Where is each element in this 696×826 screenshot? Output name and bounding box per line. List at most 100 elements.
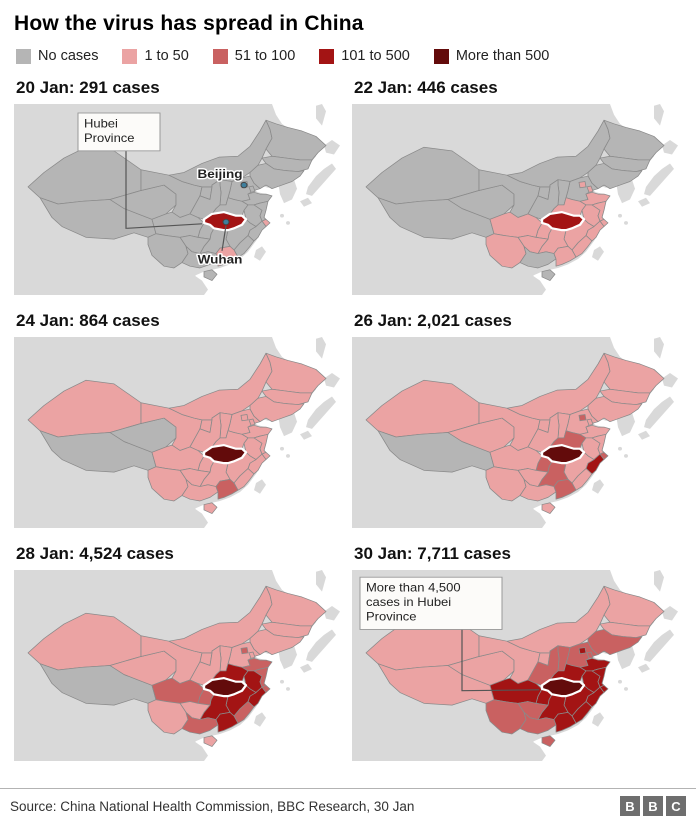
footer: Source: China National Health Commission… <box>0 788 696 826</box>
island-vietnam <box>526 275 546 295</box>
island-honshu <box>306 629 336 662</box>
province-tianjin <box>586 651 594 659</box>
province-guangdong <box>215 478 239 500</box>
province-beijing <box>240 647 249 655</box>
map-panel-title: 30 Jan: 7,711 cases <box>354 544 511 563</box>
island-hokkaido <box>662 373 678 388</box>
china-map: Hubei Province Beijing Wuhan <box>14 104 344 295</box>
china-map-svg <box>352 104 682 295</box>
callout-leader-line <box>125 150 203 229</box>
legend-swatch <box>212 48 228 64</box>
map-panel-title: 28 Jan: 4,524 cases <box>16 544 174 563</box>
legend-item-4: More than 500 <box>433 48 550 64</box>
wuhan-dot <box>222 218 230 226</box>
callout-text: Province <box>84 131 135 144</box>
island-ryukyu <box>624 221 628 225</box>
callout-box <box>359 576 503 630</box>
island-honshu <box>644 396 674 429</box>
island-ryukyu <box>618 679 622 684</box>
map-panel-title: 20 Jan: 291 cases <box>16 78 160 97</box>
island-vietnam <box>188 741 208 761</box>
legend-swatch <box>319 48 335 64</box>
province-jiangsu <box>591 433 607 455</box>
province-guangdong <box>553 478 577 500</box>
province-beijing <box>578 181 587 189</box>
island-ryukyu <box>280 213 284 218</box>
province-hainan <box>541 502 556 514</box>
island-kyushu <box>638 197 650 207</box>
province-jiangsu <box>591 200 607 222</box>
maps-grid: 20 Jan: 291 cases Hubei Province Beijing Wuh… <box>0 78 696 761</box>
island-taiwan <box>254 712 266 727</box>
island-sakhalin <box>316 570 326 592</box>
province-hubei <box>202 677 248 698</box>
province-guangdong <box>553 711 577 733</box>
island-vietnam <box>188 275 208 295</box>
source-text: Source: China National Health Commission… <box>10 798 415 814</box>
label-beijing: Beijing <box>198 167 243 181</box>
province-hainan <box>203 502 218 514</box>
island-ryukyu <box>624 454 628 458</box>
legend: No cases 1 to 50 51 to 100 101 to 500 More t… <box>16 48 682 64</box>
island-honshu <box>306 396 336 429</box>
province-guangxi <box>519 245 557 269</box>
china-map: More than 4,500 cases in Hubei Province <box>352 570 682 761</box>
province-beijing <box>240 414 249 422</box>
island-sakhalin <box>654 104 664 126</box>
sea <box>526 570 682 761</box>
bbc-logo-block: C <box>666 796 686 816</box>
province-hainan <box>203 735 218 747</box>
map-panel-30-jan: 30 Jan: 7,711 cases More than 4,500 cases … <box>352 544 682 761</box>
island-kyushu <box>300 430 312 440</box>
island-hokkaido <box>324 606 340 621</box>
island-vietnam <box>526 508 546 528</box>
map-panel-20-jan: 20 Jan: 291 cases Hubei Province Beijing Wuh… <box>14 78 344 295</box>
province-hainan <box>203 269 218 281</box>
province-tianjin <box>586 418 594 426</box>
legend-label: 1 to 50 <box>144 48 189 64</box>
province-hainan <box>541 735 556 747</box>
legend-item-3: 101 to 500 <box>319 48 410 64</box>
province-hubei <box>540 677 586 698</box>
sea <box>188 570 344 761</box>
province-tianjin <box>248 418 256 426</box>
province-beijing <box>578 647 587 655</box>
island-hokkaido <box>324 373 340 388</box>
island-taiwan <box>592 246 604 261</box>
callout-text: Province <box>366 610 417 623</box>
province-guangdong <box>215 711 239 733</box>
legend-item-1: 1 to 50 <box>122 48 189 64</box>
sea <box>526 337 682 528</box>
sea <box>188 104 344 295</box>
island-sakhalin <box>654 570 664 592</box>
legend-swatch <box>122 48 138 64</box>
china-map <box>14 337 344 528</box>
province-hubei <box>540 444 586 465</box>
bbc-logo-block: B <box>620 796 640 816</box>
island-ryukyu <box>618 213 622 218</box>
legend-swatch <box>433 48 449 64</box>
island-honshu <box>306 163 336 196</box>
island-ryukyu <box>618 446 622 451</box>
island-sakhalin <box>316 337 326 359</box>
province-hainan <box>541 269 556 281</box>
china-map-svg <box>14 570 344 761</box>
callout-text: cases in Hubei <box>366 596 451 609</box>
province-tianjin <box>248 651 256 659</box>
sea <box>188 337 344 528</box>
china-map <box>352 104 682 295</box>
legend-label: More than 500 <box>455 48 550 64</box>
province-hubei <box>202 444 248 465</box>
island-hokkaido <box>324 140 340 155</box>
map-panel-22-jan: 22 Jan: 446 cases <box>352 78 682 295</box>
island-ryukyu <box>286 454 290 458</box>
province-guangxi <box>519 711 557 735</box>
province-jiangsu <box>253 200 269 222</box>
china-map <box>14 570 344 761</box>
map-panel-24-jan: 24 Jan: 864 cases <box>14 311 344 528</box>
island-vietnam <box>526 741 546 761</box>
bbc-logo-block: B <box>643 796 663 816</box>
